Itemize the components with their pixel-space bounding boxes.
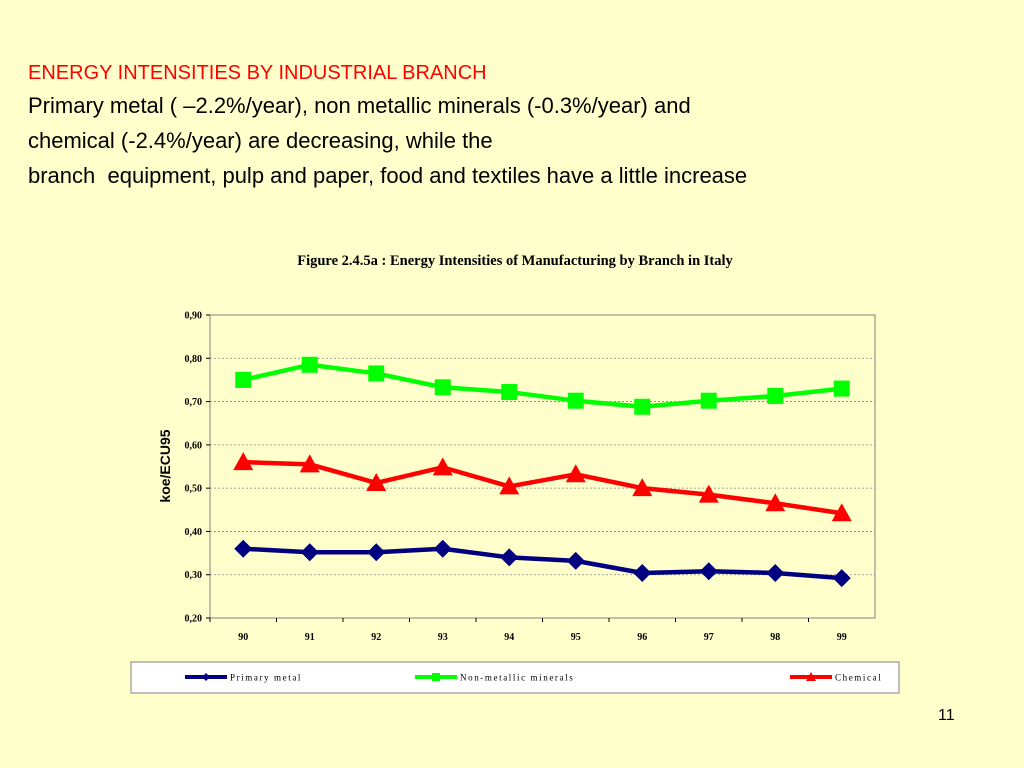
x-tick-label: 94	[504, 632, 514, 643]
series-line-non-metallic-minerals	[242, 362, 842, 410]
data-point-chemical	[565, 464, 586, 483]
x-tick-label: 93	[438, 632, 448, 643]
legend-marker-non-metallic-minerals	[432, 673, 440, 681]
x-tick-label: 90	[238, 632, 248, 643]
body-line: Primary metal ( –2.2%/year), non metalli…	[28, 93, 691, 118]
legend-marker-primary-metal	[202, 673, 210, 681]
y-tick-label: 0,40	[185, 527, 203, 538]
slide-body-text: Primary metal ( –2.2%/year), non metalli…	[28, 88, 1008, 193]
data-point-non-metallic-minerals	[767, 387, 784, 404]
x-tick-label: 97	[704, 632, 714, 643]
x-tick-label: 98	[770, 632, 780, 643]
y-tick-label: 0,30	[185, 570, 203, 581]
data-point-primary-metal	[832, 569, 851, 588]
data-point-non-metallic-minerals	[235, 371, 252, 388]
x-tick-label: 92	[371, 632, 381, 643]
data-point-non-metallic-minerals	[700, 392, 717, 409]
data-point-chemical	[831, 503, 852, 522]
y-tick-label: 0,90	[185, 311, 203, 322]
data-point-non-metallic-minerals	[301, 356, 318, 373]
data-point-primary-metal	[300, 543, 319, 562]
data-point-non-metallic-minerals	[501, 384, 518, 401]
y-tick-label: 0,60	[185, 440, 203, 451]
body-line: chemical (-2.4%/year) are decreasing, wh…	[28, 128, 493, 153]
slide-heading: ENERGY INTENSITIES BY INDUSTRIAL BRANCH	[28, 62, 487, 84]
slide-number: 11	[938, 707, 955, 724]
data-point-non-metallic-minerals	[634, 398, 651, 415]
y-tick-label: 0,70	[185, 397, 203, 408]
data-point-primary-metal	[633, 563, 652, 582]
y-tick-label: 0,80	[185, 354, 203, 365]
legend-label-chemical: Chemical	[835, 673, 882, 683]
data-point-chemical	[299, 454, 320, 473]
data-point-chemical	[366, 472, 387, 491]
legend-box	[130, 661, 900, 694]
y-tick-label: 0,20	[185, 614, 203, 625]
data-point-non-metallic-minerals	[434, 379, 451, 396]
series-line-primary-metal	[243, 546, 842, 581]
legend-label-non-metallic-minerals: Non-metallic minerals	[460, 673, 574, 683]
body-line: branch equipment, pulp and paper, food a…	[28, 163, 748, 188]
data-point-primary-metal	[500, 548, 519, 567]
data-point-chemical	[765, 493, 786, 512]
series-line-chemical	[243, 459, 843, 516]
data-point-chemical	[432, 457, 453, 476]
legend-marker-chemical	[806, 672, 816, 681]
data-point-primary-metal	[433, 539, 452, 558]
data-point-chemical	[233, 452, 254, 471]
data-point-non-metallic-minerals	[368, 365, 385, 382]
x-tick-label: 95	[571, 632, 581, 643]
data-point-non-metallic-minerals	[567, 392, 584, 409]
y-axis-label: koe/ECU95	[157, 429, 173, 502]
data-point-chemical	[499, 476, 520, 495]
x-tick-label: 91	[305, 632, 315, 643]
data-point-primary-metal	[234, 539, 253, 558]
y-tick-label: 0,50	[185, 484, 203, 495]
data-point-chemical	[698, 484, 719, 503]
chart-title: Figure 2.4.5a : Energy Intensities of Ma…	[297, 253, 733, 269]
data-point-primary-metal	[566, 551, 585, 570]
data-point-primary-metal	[367, 543, 386, 562]
data-point-primary-metal	[766, 563, 785, 582]
legend-label-primary-metal: Primary metal	[230, 673, 302, 683]
data-point-primary-metal	[699, 562, 718, 581]
data-point-non-metallic-minerals	[833, 380, 850, 397]
x-tick-label: 96	[637, 632, 647, 643]
x-tick-label: 99	[837, 632, 847, 643]
data-point-chemical	[632, 478, 653, 497]
